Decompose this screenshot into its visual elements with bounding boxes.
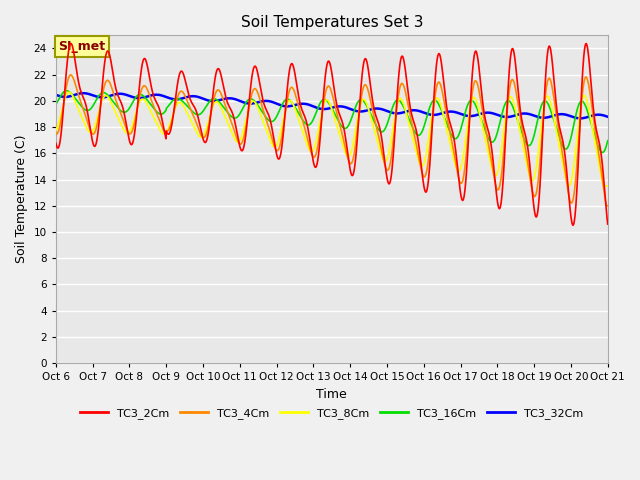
- TC3_16Cm: [593, 140, 601, 146]
- TC3_16Cm: [288, 99, 296, 105]
- TC3_2Cm: [264, 110, 271, 116]
- TC3_8Cm: [65, 89, 73, 95]
- TC3_4Cm: [52, 132, 60, 137]
- TC3_32Cm: [79, 90, 87, 96]
- TC3_4Cm: [593, 139, 601, 145]
- Line: TC3_8Cm: TC3_8Cm: [56, 92, 608, 186]
- Line: TC3_32Cm: TC3_32Cm: [56, 93, 608, 119]
- TC3_2Cm: [604, 221, 612, 227]
- TC3_2Cm: [534, 210, 541, 216]
- TC3_4Cm: [148, 98, 156, 104]
- TC3_8Cm: [604, 183, 612, 189]
- TC3_16Cm: [52, 102, 60, 108]
- Line: TC3_16Cm: TC3_16Cm: [56, 91, 608, 153]
- TC3_2Cm: [569, 222, 577, 228]
- Title: Soil Temperatures Set 3: Soil Temperatures Set 3: [241, 15, 423, 30]
- TC3_8Cm: [148, 110, 156, 116]
- TC3_32Cm: [115, 91, 123, 96]
- TC3_2Cm: [288, 61, 296, 67]
- TC3_16Cm: [115, 106, 123, 112]
- TC3_32Cm: [52, 92, 60, 98]
- TC3_2Cm: [52, 140, 60, 146]
- TC3_32Cm: [264, 98, 271, 104]
- TC3_8Cm: [52, 128, 60, 133]
- TC3_8Cm: [534, 155, 541, 161]
- TC3_4Cm: [288, 84, 296, 90]
- TC3_32Cm: [593, 112, 601, 118]
- Line: TC3_2Cm: TC3_2Cm: [56, 44, 608, 225]
- TC3_8Cm: [593, 150, 601, 156]
- TC3_4Cm: [115, 106, 123, 111]
- TC3_32Cm: [577, 116, 584, 121]
- TC3_16Cm: [598, 150, 606, 156]
- TC3_8Cm: [115, 117, 123, 122]
- TC3_16Cm: [148, 103, 156, 108]
- TC3_4Cm: [603, 203, 611, 209]
- TC3_4Cm: [534, 183, 541, 189]
- TC3_8Cm: [600, 183, 607, 189]
- TC3_8Cm: [288, 99, 296, 105]
- TC3_2Cm: [593, 131, 601, 137]
- TC3_2Cm: [115, 95, 123, 101]
- Legend: TC3_2Cm, TC3_4Cm, TC3_8Cm, TC3_16Cm, TC3_32Cm: TC3_2Cm, TC3_4Cm, TC3_8Cm, TC3_16Cm, TC3…: [76, 403, 588, 423]
- TC3_4Cm: [67, 72, 75, 78]
- TC3_4Cm: [264, 121, 271, 127]
- TC3_16Cm: [534, 118, 541, 123]
- TC3_32Cm: [534, 114, 541, 120]
- TC3_16Cm: [264, 116, 271, 122]
- TC3_4Cm: [604, 203, 612, 209]
- Line: TC3_4Cm: TC3_4Cm: [56, 75, 608, 206]
- TC3_16Cm: [604, 138, 612, 144]
- TC3_32Cm: [604, 114, 612, 120]
- TC3_32Cm: [288, 103, 296, 109]
- Y-axis label: Soil Temperature (C): Soil Temperature (C): [15, 135, 28, 264]
- TC3_32Cm: [148, 93, 156, 98]
- TC3_16Cm: [63, 88, 70, 94]
- TC3_2Cm: [67, 41, 75, 47]
- X-axis label: Time: Time: [316, 388, 347, 401]
- TC3_8Cm: [264, 131, 271, 136]
- Text: SI_met: SI_met: [59, 40, 106, 53]
- TC3_2Cm: [148, 86, 156, 92]
